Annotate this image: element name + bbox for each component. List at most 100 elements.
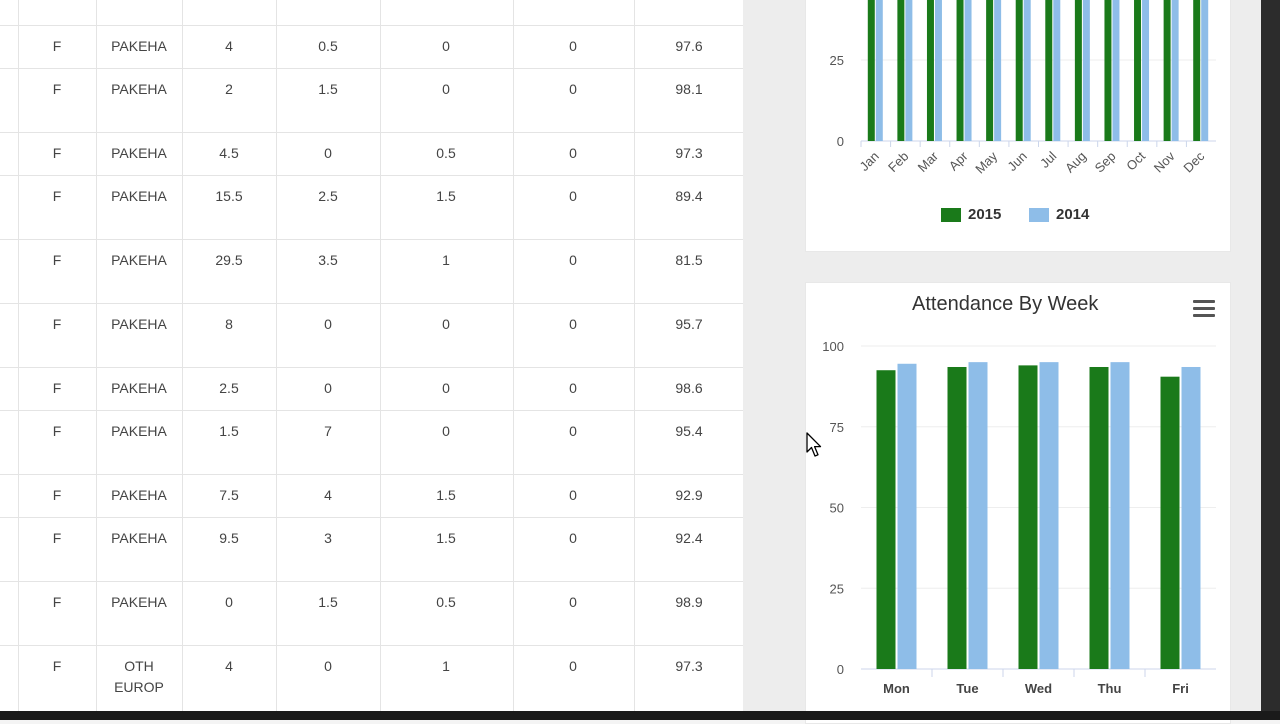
table-cell-c2: 0.5 xyxy=(318,38,338,54)
row-divider xyxy=(0,239,743,240)
table-cell-c3: 0.5 xyxy=(436,594,456,610)
bar-2014-Jan[interactable] xyxy=(875,0,883,141)
hamburger-menu-icon[interactable] xyxy=(1193,300,1215,318)
table-cell-c3: 1 xyxy=(442,658,450,674)
bar-2014-Dec[interactable] xyxy=(1201,0,1209,141)
table-cell-c1: 15.5 xyxy=(215,188,243,204)
y-tick-label: 100 xyxy=(822,339,844,354)
table-cell-c2: 1.5 xyxy=(318,594,338,610)
bar-2014-Apr[interactable] xyxy=(964,0,972,141)
row-divider xyxy=(0,303,743,304)
bar-2015-Mar[interactable] xyxy=(926,0,934,141)
table-cell-ethnicity: PAKEHA xyxy=(111,316,167,332)
table-cell-pct: 89.4 xyxy=(675,188,703,204)
bar-2015-Jul[interactable] xyxy=(1045,0,1053,141)
legend-label-2015: 2015 xyxy=(968,206,1002,223)
table-cell-c3: 1.5 xyxy=(436,530,456,546)
table-cell-c4: 0 xyxy=(569,423,577,439)
bar-2014-Sep[interactable] xyxy=(1112,0,1120,141)
column-divider xyxy=(182,0,183,720)
table-cell-c2: 1.5 xyxy=(318,81,338,97)
chart-title: Attendance By Week xyxy=(912,293,1099,315)
bar-2015-Jun[interactable] xyxy=(1015,0,1023,141)
bar-2014-Feb[interactable] xyxy=(905,0,913,141)
bar-2015-Thu[interactable] xyxy=(1089,366,1109,669)
x-tick-label: Jun xyxy=(1004,149,1029,174)
table-row: F PAKEHA 7.5 4 1.5 0 92.9 xyxy=(0,474,743,517)
legend-2014[interactable]: 2014 xyxy=(1029,206,1089,223)
table-cell-c1: 2.5 xyxy=(219,380,239,396)
table-cell-c2: 0 xyxy=(324,380,332,396)
bar-2015-Wed[interactable] xyxy=(1018,365,1038,669)
table-cell-gender: F xyxy=(52,594,62,610)
table-cell-gender: F xyxy=(52,380,62,396)
bar-2015-Apr[interactable] xyxy=(956,0,964,141)
table-cell-pct: 98.6 xyxy=(675,380,703,396)
bar-2015-Oct[interactable] xyxy=(1134,0,1142,141)
bar-2014-Wed[interactable] xyxy=(1039,362,1059,669)
bar-2014-Jul[interactable] xyxy=(1053,0,1061,141)
bar-2014-Nov[interactable] xyxy=(1171,0,1179,141)
table-cell-pct: 97.3 xyxy=(675,658,703,674)
table-cell-c4: 0 xyxy=(569,316,577,332)
bar-2014-Thu[interactable] xyxy=(1110,362,1130,669)
legend-label-2014: 2014 xyxy=(1056,206,1090,223)
table-cell-c4: 0 xyxy=(569,188,577,204)
table-cell-c2: 0 xyxy=(324,316,332,332)
table-cell-pct: 97.6 xyxy=(675,38,703,54)
bar-2014-Fri[interactable] xyxy=(1181,366,1201,669)
bar-2015-Fri[interactable] xyxy=(1160,376,1180,669)
table-cell-c4: 0 xyxy=(569,380,577,396)
table-row: F PAKEHA 9.5 3 1.5 0 92.4 xyxy=(0,517,743,581)
mouse-pointer-icon xyxy=(806,432,822,457)
x-tick-label: Sep xyxy=(1092,149,1119,176)
bar-2014-Aug[interactable] xyxy=(1082,0,1090,141)
bar-2014-Tue[interactable] xyxy=(968,362,988,669)
bar-2014-May[interactable] xyxy=(994,0,1002,141)
table-cell-c2: 2.5 xyxy=(318,188,338,204)
table-cell-pct: 95.7 xyxy=(675,316,703,332)
legend-swatch-2015 xyxy=(941,207,961,222)
bar-2015-Mon[interactable] xyxy=(876,370,896,669)
legend-2015[interactable]: 2015 xyxy=(941,206,1001,223)
table-cell-c3: 0.5 xyxy=(436,145,456,161)
row-divider xyxy=(0,175,743,176)
y-tick-label: 0 xyxy=(837,662,844,677)
x-tick-label: Apr xyxy=(946,148,971,173)
table-cell-ethnicity: PAKEHA xyxy=(111,252,167,268)
table-cell-pct: 81.5 xyxy=(675,252,703,268)
bar-2015-Aug[interactable] xyxy=(1074,0,1082,141)
bar-2014-Mon[interactable] xyxy=(897,363,917,669)
table-cell-ethnicity: PAKEHA xyxy=(111,380,167,396)
table-cell-c4: 0 xyxy=(569,487,577,503)
table-cell-c4: 0 xyxy=(569,81,577,97)
table-row: F PAKEHA 2.5 0 0 0 98.6 xyxy=(0,367,743,410)
table-cell-c2: 3 xyxy=(324,530,332,546)
row-divider xyxy=(0,581,743,582)
bar-2015-Nov[interactable] xyxy=(1163,0,1171,141)
bar-2015-Dec[interactable] xyxy=(1193,0,1201,141)
bar-2014-Mar[interactable] xyxy=(934,0,942,141)
table-cell-c3: 0 xyxy=(442,316,450,332)
weekly-attendance-chart: 0 25 50 75 100 Mon Tue Wed Thu Fri xyxy=(822,339,1216,696)
table-cell-c3: 0 xyxy=(442,423,450,439)
column-divider xyxy=(380,0,381,720)
bar-2015-Jan[interactable] xyxy=(867,0,875,141)
bar-2015-Sep[interactable] xyxy=(1104,0,1112,141)
bar-2015-Tue[interactable] xyxy=(947,366,967,669)
legend-swatch-2014 xyxy=(1029,207,1049,222)
attendance-table: F PAKEHA 4 0.5 0 0 97.6 F PAKEHA 2 1.5 0 0 98.1 F PAKEH… xyxy=(0,0,743,720)
table-cell-pct: 98.1 xyxy=(675,81,703,97)
bar-2015-May[interactable] xyxy=(986,0,994,141)
x-tick-label: Mar xyxy=(915,148,942,175)
table-cell-pct: 95.4 xyxy=(675,423,703,439)
table-cell-pct: 92.4 xyxy=(675,530,703,546)
table-cell-ethnicity: PAKEHA xyxy=(111,81,167,97)
x-tick-label: Jul xyxy=(1037,148,1059,170)
column-divider xyxy=(18,0,19,720)
bar-2014-Jun[interactable] xyxy=(1023,0,1031,141)
bar-2015-Feb[interactable] xyxy=(897,0,905,141)
bar-2014-Oct[interactable] xyxy=(1142,0,1150,141)
table-cell-c4: 0 xyxy=(569,658,577,674)
row-divider xyxy=(0,474,743,475)
